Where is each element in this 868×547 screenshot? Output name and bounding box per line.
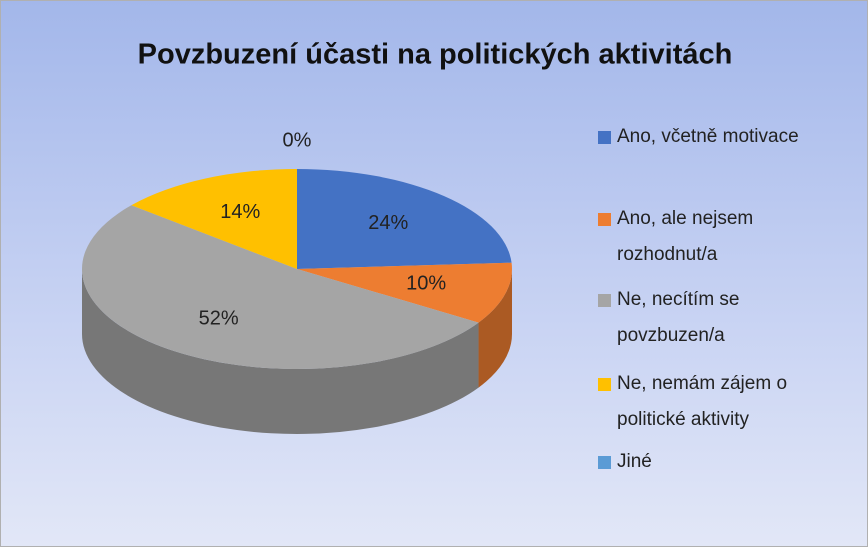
chart-title: Povzbuzení účasti na politických aktivit…	[138, 39, 733, 71]
legend-entry: Jiné	[598, 444, 848, 480]
pie-slice	[297, 169, 512, 269]
pie-slice	[82, 205, 479, 369]
data-label: 24%	[368, 212, 408, 234]
legend-label: Ne, nemám zájem o politické aktivity	[617, 373, 788, 430]
legend-entry: Ne, nemám zájem o politické aktivity	[598, 366, 848, 438]
legend-swatch	[598, 213, 611, 226]
legend-entry: Ano, ale nejsem rozhodnut/a	[598, 201, 848, 273]
legend-entry: Ano, včetně motivace	[598, 119, 848, 155]
pie-top	[82, 169, 512, 369]
legend-label: Jiné	[617, 451, 652, 472]
legend-swatch	[598, 131, 611, 144]
legend-label: Ano, ale nejsem rozhodnut/a	[617, 208, 754, 265]
legend-label: Ano, včetně motivace	[617, 126, 799, 147]
legend-swatch	[598, 456, 611, 469]
legend-swatch	[598, 294, 611, 307]
legend-swatch	[598, 378, 611, 391]
pie-sides	[81, 269, 512, 434]
pie-slice	[297, 262, 512, 323]
pie-side	[81, 269, 479, 434]
pie-slice	[131, 169, 297, 269]
data-label: 14%	[220, 201, 260, 223]
data-label: 52%	[199, 307, 239, 329]
pie-side	[478, 269, 512, 388]
data-label: 0%	[283, 129, 312, 151]
legend-entry: Ne, necítím se povzbuzen/a	[598, 282, 848, 354]
legend-label: Ne, necítím se povzbuzen/a	[617, 289, 740, 346]
data-label: 10%	[406, 273, 446, 295]
